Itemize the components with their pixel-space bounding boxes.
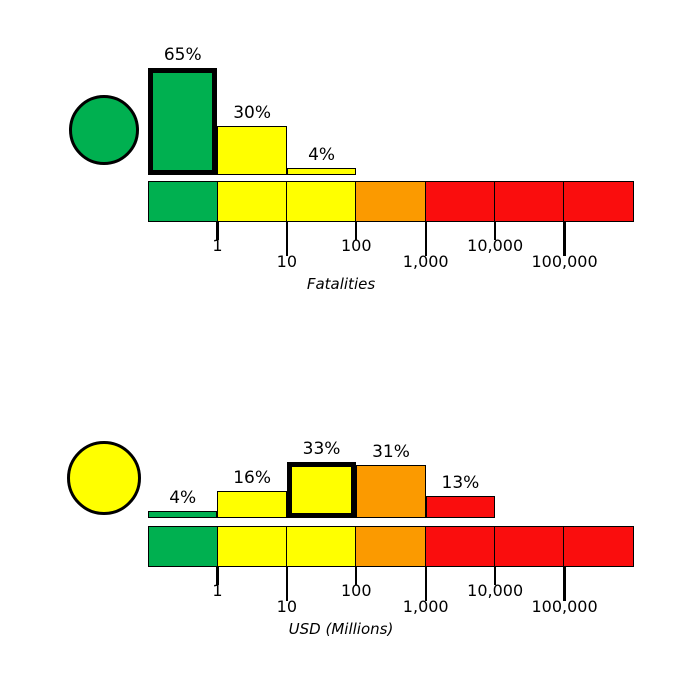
axis-tick	[424, 567, 427, 601]
axis-tick-label: 100	[341, 581, 372, 600]
axis-tick-label: 10,000	[467, 581, 524, 600]
axis-tick	[285, 567, 288, 601]
axis-tick	[424, 222, 427, 256]
scale-segment	[425, 182, 495, 221]
histogram-bar	[425, 495, 496, 518]
axis-tick	[494, 567, 497, 585]
scale-segment	[218, 527, 288, 566]
axis-tick	[563, 222, 566, 256]
axis-tick	[216, 567, 219, 585]
axis-tick-label: 100,000	[531, 252, 598, 271]
scale-segment	[149, 527, 219, 566]
bar-value-label: 30%	[233, 102, 272, 123]
scale-segment	[287, 527, 357, 566]
bar-value-label: 16%	[233, 467, 272, 488]
cost-axis-title: USD (Millions)	[288, 620, 394, 638]
cost-scale-bar	[148, 526, 634, 567]
histogram-bar	[217, 125, 287, 175]
scale-segment	[356, 182, 426, 221]
axis-tick	[563, 567, 566, 601]
fatalities-scale-bar	[148, 181, 634, 222]
axis-tick-label: 1,000	[402, 252, 449, 271]
axis-tick-label: 1,000	[402, 597, 449, 616]
bar-value-label: 65%	[163, 45, 202, 66]
axis-tick	[285, 222, 288, 256]
axis-tick	[216, 222, 219, 240]
bar-value-label: 33%	[302, 438, 341, 459]
axis-tick-label: 10	[276, 597, 298, 616]
scale-segment	[563, 182, 633, 221]
axis-tick-label: 1	[212, 581, 223, 600]
scale-segment	[425, 527, 495, 566]
scale-segment	[218, 182, 288, 221]
fatalities-axis-title: Fatalities	[306, 275, 376, 293]
histogram-bar	[286, 168, 357, 175]
scale-segment	[356, 527, 426, 566]
cost-panel: 4% 16% 33% 31% 13% 1 10 100 1,000 10,000 100,000 …	[0, 350, 682, 680]
histogram-bar	[148, 68, 218, 175]
bar-value-label: 4%	[169, 488, 197, 508]
scale-segment	[149, 182, 219, 221]
histogram-bar	[356, 465, 426, 518]
axis-tick-label: 100,000	[531, 597, 598, 616]
scale-segment	[494, 182, 564, 221]
fatalities-summary-circle	[69, 95, 139, 165]
histogram-bar	[217, 490, 287, 518]
axis-tick	[355, 222, 358, 240]
axis-tick	[494, 222, 497, 240]
bar-value-label: 13%	[441, 472, 480, 493]
scale-segment	[287, 182, 357, 221]
axis-tick	[355, 567, 358, 585]
axis-tick-label: 1	[212, 236, 223, 255]
scale-segment	[563, 527, 633, 566]
bar-value-label: 31%	[372, 442, 410, 463]
histogram-bar	[286, 461, 357, 518]
axis-tick-label: 10,000	[467, 236, 524, 255]
axis-tick-label: 100	[341, 236, 372, 255]
histogram-bar	[148, 511, 218, 518]
bar-value-label: 4%	[308, 145, 336, 165]
fatalities-panel: 65% 30% 4% 1 10 100 1,000 10,000 100,000 Fatali…	[0, 0, 682, 310]
scale-segment	[494, 527, 564, 566]
cost-summary-circle	[67, 441, 141, 515]
axis-tick-label: 10	[276, 252, 298, 271]
